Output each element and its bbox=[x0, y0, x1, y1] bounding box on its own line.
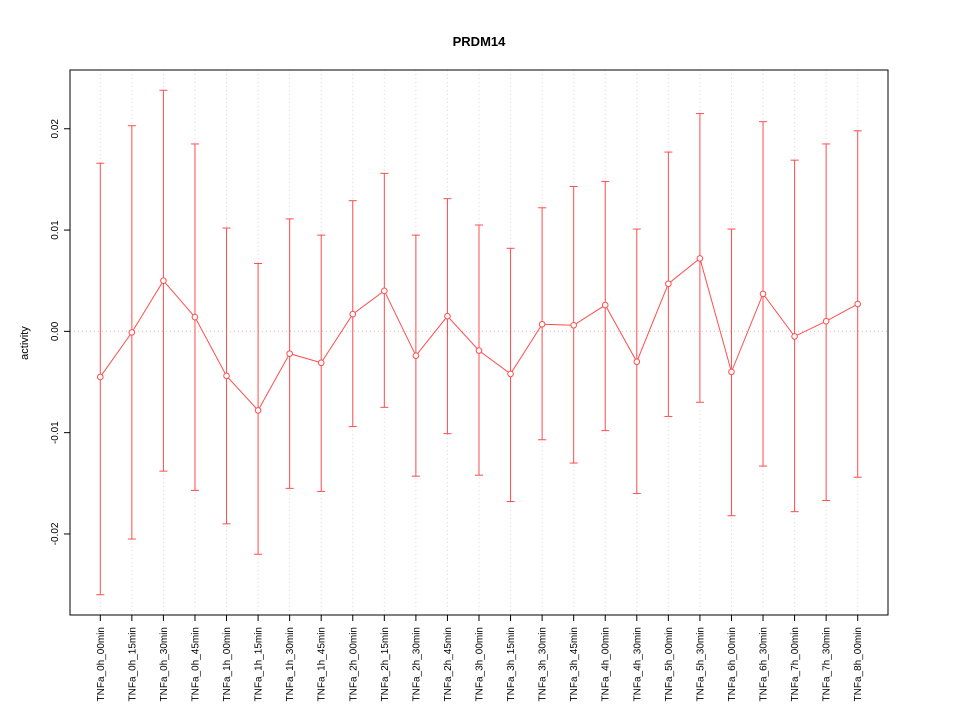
x-tick-label: TNFa_0h_15min bbox=[127, 627, 138, 701]
x-tick-label: TNFa_7h_00min bbox=[790, 627, 801, 701]
data-point bbox=[444, 312, 451, 320]
data-point bbox=[633, 358, 641, 366]
x-tick-label: TNFa_3h_00min bbox=[475, 627, 486, 701]
error-bars bbox=[96, 89, 862, 596]
data-point bbox=[507, 370, 514, 378]
x-tick-label: TNFa_2h_45min bbox=[443, 627, 454, 701]
data-point bbox=[286, 350, 293, 357]
data-point bbox=[412, 352, 420, 359]
x-tick-label: TNFa_6h_00min bbox=[727, 627, 738, 701]
x-tick-label: TNFa_5h_00min bbox=[664, 627, 675, 701]
data-point bbox=[822, 317, 830, 325]
x-axis: TNFa_0h_00min TNFa_0h_15min TNFa_0h_30min T… bbox=[96, 615, 864, 701]
x-tick-label: TNFa_3h_45min bbox=[569, 627, 580, 701]
data-point bbox=[475, 347, 483, 354]
data-point bbox=[254, 407, 262, 414]
x-tick-label: TNFa_4h_30min bbox=[632, 627, 643, 701]
x-tick-label: TNFa_8h_00min bbox=[853, 627, 864, 701]
x-tick-label: TNFa_2h_30min bbox=[411, 627, 422, 701]
data-point bbox=[160, 277, 167, 285]
data-point bbox=[759, 290, 767, 298]
data-point bbox=[570, 321, 577, 329]
y-axis: -0.02 -0.01 0.00 0.01 0.02 bbox=[50, 119, 70, 545]
x-tick-label: TNFa_0h_30min bbox=[159, 627, 170, 701]
x-tick-label: TNFa_6h_30min bbox=[759, 627, 770, 701]
x-tick-label: TNFa_1h_00min bbox=[222, 627, 233, 701]
y-tick-label: 0.01 bbox=[50, 220, 61, 240]
x-tick-label: TNFa_5h_30min bbox=[695, 627, 706, 701]
data-points bbox=[96, 255, 862, 414]
x-tick-label: TNFa_2h_00min bbox=[348, 627, 359, 701]
x-tick-label: TNFa_7h_30min bbox=[822, 627, 833, 701]
data-point bbox=[96, 373, 104, 381]
data-point bbox=[854, 300, 862, 308]
x-tick-label: TNFa_0h_00min bbox=[96, 627, 107, 701]
x-tick-label: TNFa_4h_00min bbox=[601, 627, 612, 701]
x-tick-label: TNFa_3h_30min bbox=[538, 627, 549, 701]
data-point bbox=[349, 310, 357, 318]
x-tick-label: TNFa_3h_15min bbox=[506, 627, 517, 701]
x-tick-label: TNFa_0h_45min bbox=[190, 627, 201, 701]
y-tick-label: 0.00 bbox=[50, 321, 61, 341]
data-point bbox=[191, 313, 199, 321]
data-point bbox=[317, 359, 325, 367]
y-tick-label: 0.02 bbox=[50, 119, 61, 139]
x-tick-label: TNFa_1h_45min bbox=[317, 627, 328, 701]
data-point bbox=[728, 368, 735, 376]
data-point bbox=[223, 372, 230, 380]
data-point bbox=[696, 255, 704, 262]
x-tick-label: TNFa_1h_15min bbox=[254, 627, 265, 701]
data-point bbox=[665, 280, 672, 288]
data-point bbox=[381, 287, 388, 295]
data-point bbox=[601, 301, 609, 309]
y-tick-label: -0.01 bbox=[50, 421, 61, 444]
data-point bbox=[538, 320, 546, 328]
y-tick-label: -0.02 bbox=[50, 522, 61, 545]
chart-title: PRDM14 bbox=[452, 34, 506, 49]
x-tick-label: TNFa_1h_30min bbox=[285, 627, 296, 701]
x-tick-label: TNFa_2h_15min bbox=[380, 627, 391, 701]
data-point bbox=[128, 329, 136, 336]
data-point bbox=[791, 333, 798, 340]
